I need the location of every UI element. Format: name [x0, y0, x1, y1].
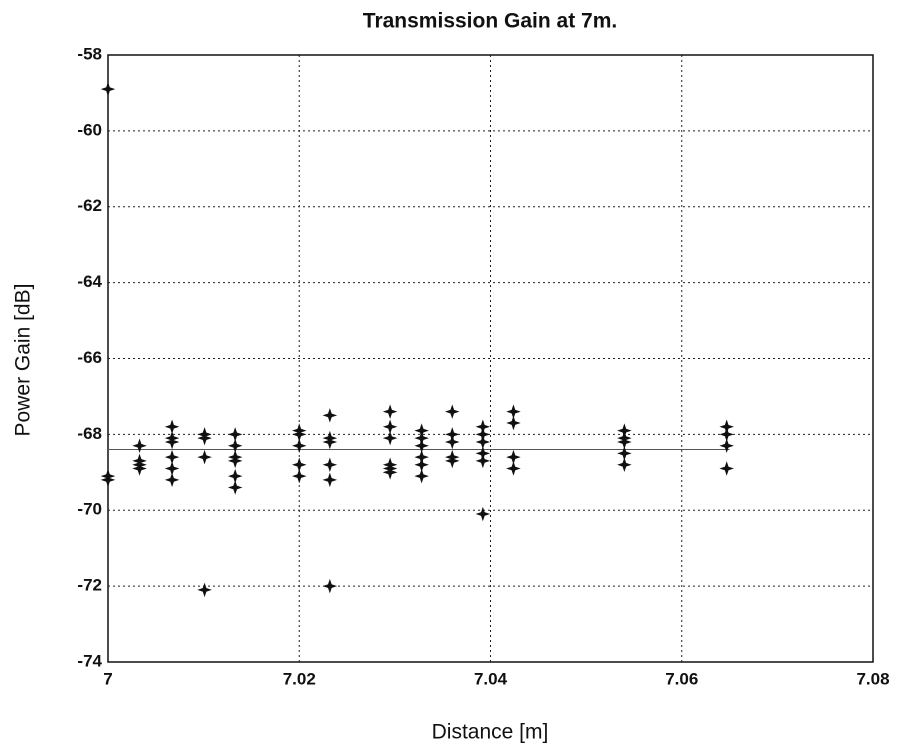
marker [291, 468, 307, 484]
marker [444, 434, 460, 450]
marker [475, 434, 491, 450]
marker [382, 404, 398, 419]
marker [719, 419, 734, 435]
marker [322, 457, 338, 472]
plot-frame [107, 54, 874, 663]
marker [382, 419, 398, 435]
marker [164, 419, 180, 435]
marker [227, 468, 243, 484]
marker [719, 427, 734, 442]
marker [164, 472, 180, 488]
marker [322, 434, 338, 450]
x-tick-label: 7.02 [283, 669, 316, 688]
marker [719, 461, 734, 476]
marker [164, 449, 180, 465]
marker [506, 415, 521, 431]
marker [444, 427, 460, 442]
marker [475, 427, 491, 442]
marker [719, 438, 734, 454]
y-tick-label: -64 [77, 272, 102, 291]
marker [414, 430, 429, 446]
marker [382, 430, 398, 446]
y-tick-label: -58 [77, 44, 102, 63]
marker [414, 449, 429, 465]
marker [414, 438, 429, 454]
y-tick-label: -68 [77, 424, 102, 443]
marker [475, 419, 491, 435]
y-tick-label: -62 [77, 196, 102, 215]
marker [132, 438, 147, 454]
marker [414, 457, 429, 472]
marker [291, 457, 307, 472]
marker [444, 404, 460, 419]
marker [291, 438, 307, 454]
marker [322, 578, 338, 594]
marker [617, 423, 632, 438]
marker [444, 453, 460, 469]
x-tick-label: 7.04 [474, 669, 508, 688]
marker [617, 457, 632, 472]
y-tick-label: -72 [77, 576, 102, 595]
marker [100, 472, 116, 488]
marker [617, 446, 632, 461]
marker [227, 480, 243, 495]
marker [414, 468, 429, 484]
marker [132, 457, 147, 472]
x-tick-label: 7 [103, 669, 112, 688]
marker [475, 506, 491, 522]
marker [197, 430, 212, 446]
marker [322, 408, 338, 423]
marker [197, 582, 212, 598]
x-axis-label: Distance [m] [432, 721, 549, 744]
marker [475, 446, 491, 461]
marker [197, 449, 212, 465]
marker [164, 434, 180, 450]
marker [414, 423, 429, 438]
marker [291, 427, 307, 442]
y-tick-label: -74 [77, 651, 102, 670]
marker [506, 404, 521, 419]
marker [506, 449, 521, 465]
y-tick-label: -70 [77, 500, 102, 519]
marker [322, 472, 338, 488]
x-tick-label: 7.08 [856, 669, 889, 688]
marker [227, 427, 243, 442]
y-tick-label: -60 [77, 120, 102, 139]
marker [227, 438, 243, 454]
marker [506, 461, 521, 476]
marker [617, 434, 632, 450]
marker [227, 453, 243, 469]
marker [100, 81, 116, 97]
marker [475, 453, 491, 469]
y-axis-label: Power Gain [dB] [12, 284, 35, 437]
chart-title: Transmission Gain at 7m. [363, 10, 617, 33]
y-tick-label: -66 [77, 348, 102, 367]
x-tick-label: 7.06 [665, 669, 698, 688]
marker [382, 465, 398, 480]
marker [164, 461, 180, 476]
